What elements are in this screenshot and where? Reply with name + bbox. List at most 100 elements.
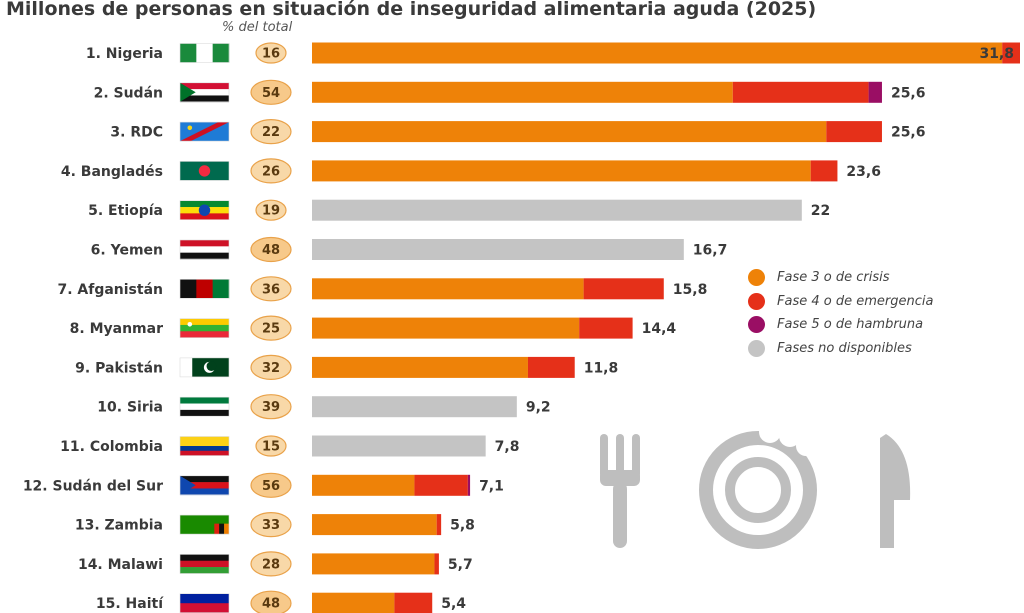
yemen-flag-band: [180, 252, 229, 260]
value-label-zambia: 5,8: [450, 518, 475, 534]
zambia-flag-stripe: [224, 523, 229, 535]
bar-afganistan-fase-4-o-de-emergencia: [583, 278, 664, 300]
sudan-flag: [179, 82, 230, 103]
south-sudan-flag-border: [179, 475, 230, 496]
south-sudan-flag-band: [180, 482, 229, 489]
syria-flag-border: [179, 396, 230, 417]
category-label-malawi: 14. Malawi: [78, 557, 163, 573]
ethiopia-flag: [179, 200, 230, 220]
category-label-sudan: 2. Sudán: [94, 85, 163, 101]
colombia-flag-band: [180, 441, 229, 447]
pakistan-flag-crescent-cut: [206, 361, 217, 372]
value-label-banglades: 23,6: [846, 164, 881, 180]
row-rdc: 3. RDC 22 25,6: [110, 119, 926, 145]
myanmar-flag: [179, 318, 230, 338]
syria-flag-band: [180, 403, 229, 411]
malawi-flag-band: [180, 554, 229, 562]
bar-sudan-fase-5-o-de-hambruna: [868, 81, 882, 103]
drc-flag-border: [179, 121, 230, 142]
percent-badge-malawi: [250, 551, 292, 577]
bar-afganistan-fase-3-o-de-crisis: [312, 278, 584, 300]
percent-label-sudan: 54: [262, 86, 280, 101]
bar-sudan-del-sur-fase-3-o-de-crisis: [312, 474, 415, 496]
percent-badge-siria: [250, 394, 292, 420]
category-label-nigeria: 1. Nigeria: [86, 46, 163, 62]
percent-badge-zambia: [250, 511, 292, 538]
south-sudan-flag-band: [180, 475, 229, 483]
category-label-siria: 10. Siria: [97, 400, 163, 416]
bar-sudan-fase-3-o-de-crisis: [312, 81, 733, 103]
legend-item-phase3: Fase 3 o de crisis: [748, 266, 933, 290]
category-label-yemen: 6. Yemen: [91, 243, 163, 259]
percent-badge-sudan-del-sur: [250, 472, 292, 498]
afghanistan-flag-border: [179, 278, 230, 299]
sudan-flag-triangle: [180, 82, 196, 102]
malawi-flag-band: [180, 567, 229, 574]
myanmar-flag-band: [180, 318, 229, 326]
percent-badge-etiopia: [255, 199, 287, 221]
percent-badge-yemen: [250, 236, 292, 263]
percent-label-rdc: 22: [262, 125, 280, 140]
syria-flag-band: [180, 397, 229, 404]
bar-banglades-fase-3-o-de-crisis: [312, 160, 811, 182]
category-label-afganistan: 7. Afganistán: [57, 282, 163, 298]
colombia-flag-band: [180, 436, 229, 442]
percent-label-colombia: 15: [262, 440, 280, 455]
bar-pakistan-fase-3-o-de-crisis: [312, 356, 528, 378]
row-myanmar: 8. Myanmar 25 14,4: [70, 315, 676, 341]
row-siria: 10. Siria 39 9,2: [97, 394, 551, 420]
percent-label-siria: 39: [262, 400, 280, 415]
category-label-colombia: 11. Colombia: [60, 439, 163, 455]
row-sudan: 2. Sudán 54 25,6: [94, 79, 926, 105]
value-label-siria: 9,2: [526, 400, 551, 416]
ethiopia-flag-border: [179, 200, 230, 220]
value-label-nigeria: 31,8: [979, 46, 1014, 62]
legend-label-no-data: Fases no disponibles: [777, 340, 912, 356]
south-sudan-flag: [179, 475, 230, 496]
legend-swatch-no-data: [748, 339, 765, 357]
legend-item-phase4: Fase 4 o de emergencia: [748, 290, 933, 314]
nigeria-flag-band: [196, 43, 213, 63]
ethiopia-flag-disc: [198, 204, 211, 216]
bar-colombia-fases-no-disponibles: [312, 435, 486, 457]
colombia-flag: [179, 436, 230, 456]
bar-banglades-fase-4-o-de-emergencia: [810, 160, 838, 182]
percent-label-haiti: 48: [262, 597, 280, 612]
afghanistan-flag-band: [196, 279, 213, 299]
bar-rdc-fase-3-o-de-crisis: [312, 121, 827, 143]
sudan-flag-band: [180, 82, 229, 90]
legend-label-phase5: Fase 5 o de hambruna: [777, 317, 924, 333]
pakistan-flag-border: [179, 357, 230, 378]
legend-item-no-data: Fases no disponibles: [748, 337, 933, 361]
zambia-flag-stripe: [214, 523, 220, 535]
percent-label-banglades: 26: [262, 164, 280, 179]
percent-column-header: % del total: [222, 20, 293, 35]
yemen-flag-border: [179, 239, 230, 260]
value-label-sudan: 25,6: [891, 85, 926, 101]
value-label-haiti: 5,4: [441, 596, 466, 612]
fork-plate-watermark-icon: [600, 430, 911, 549]
percent-label-pakistan: 32: [262, 361, 280, 376]
category-label-banglades: 4. Bangladés: [61, 164, 163, 180]
sudan-flag-band: [180, 89, 229, 96]
row-haiti: 15. Haití 48 5,4: [96, 590, 466, 613]
colombia-flag-border: [179, 436, 230, 456]
row-colombia: 11. Colombia 15 7,8: [60, 435, 519, 457]
bar-malawi-fase-3-o-de-crisis: [312, 553, 435, 575]
malawi-flag-border: [179, 554, 230, 574]
myanmar-flag-band: [180, 331, 229, 338]
percent-label-sudan-del-sur: 56: [262, 479, 280, 494]
haiti-flag-band: [180, 593, 229, 604]
value-label-afganistan: 15,8: [673, 282, 708, 298]
percent-label-etiopia: 19: [262, 204, 280, 219]
afghanistan-flag: [179, 278, 230, 299]
myanmar-flag-star: [187, 322, 193, 327]
ethiopia-flag-band: [180, 213, 229, 220]
percent-label-afganistan: 36: [262, 282, 280, 297]
pakistan-flag: [179, 357, 230, 378]
percent-badge-banglades: [250, 158, 292, 184]
colombia-flag-band: [180, 446, 229, 452]
bar-yemen-fases-no-disponibles: [312, 239, 684, 260]
bar-myanmar-fase-4-o-de-emergencia: [579, 317, 633, 339]
